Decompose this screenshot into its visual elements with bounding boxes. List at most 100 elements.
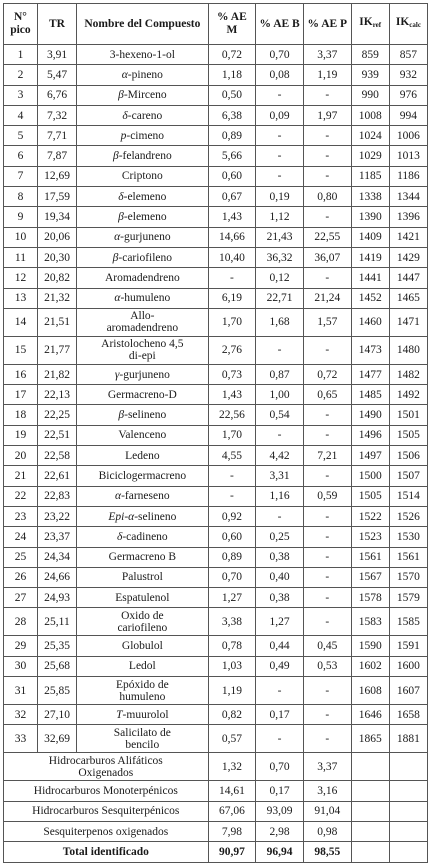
compound-name: -cimeno [126,129,165,142]
cell-b: 3,31 [255,465,304,487]
cell-b: - [255,335,304,365]
cell-m: 22,56 [207,404,257,426]
cell-peak: 30 [3,655,38,678]
cell-tr: 22,83 [36,485,78,507]
cell-tr: 25,68 [36,655,78,678]
summary-m: 67,06 [207,800,257,822]
compound-name: Globulol [121,640,163,653]
table-row: 18 22,25 β-selineno 22,56 0,54-1490 1501 [3,404,429,426]
cell-ikref: 1505 [350,485,390,507]
cell-ikref: 1490 [350,404,390,426]
cell-compound: β-felandreno [76,145,209,167]
cell-tr: 22,61 [36,465,78,487]
cell-peak: 12 [3,267,38,289]
cell-p: 36,07 [302,246,352,269]
cell-ikref: 1561 [350,546,390,568]
header-peak: N° pico [3,3,38,45]
cell-m: 5,66 [207,145,257,167]
cell-m: 1,70 [207,424,257,447]
cell-p: 1,97 [302,104,352,127]
compound-name: Germacreno B [108,551,177,564]
compound-name: -gurjuneno [120,231,171,244]
cell-m: 2,76 [207,335,257,365]
cell-ikref: 1473 [350,335,390,365]
cell-m: 10,40 [207,246,257,269]
table-row: 6 7,87 β-felandreno 5,66- -1029 1013 [3,145,429,167]
cell-ikcalc: 932 [388,64,429,86]
compound-name-line: Aristolocheno 4,5 [101,338,184,351]
cell-b: - [255,676,304,706]
cell-m: 0,67 [207,186,257,208]
cell-peak: 31 [3,676,38,706]
table-row: 21 22,61 Biciclogermacreno -3,31-1500 1507 [3,465,429,487]
cell-peak: 29 [3,635,38,657]
compound-name: Aromadendreno [104,271,180,284]
cell-p: - [302,145,352,167]
cell-b: - [255,84,304,106]
cell-tr: 21,82 [36,363,78,386]
table-row: 23 23,22 Epi-α-selineno 0,92- -1522 1526 [3,505,429,528]
table-row: 32 27,10 T-muurolol 0,82 0,17-1646 1658 [3,704,429,726]
cell-compound: T-muurolol [76,704,209,726]
cell-b: - [255,424,304,447]
compound-name: -muurolol [122,708,169,721]
compound-name: -selineno [134,510,177,523]
table-row: 27 24,93 Espatulenol 1,27 0,38-1578 1579 [3,587,429,609]
cell-compound: 3-hexeno-1-ol [76,43,209,66]
cell-b: 0,70 [255,43,304,66]
table-row: 29 25,35 Globulol 0,78 0,44 0,45 1590 1591 [3,635,429,657]
cell-ikref: 939 [350,64,390,86]
compound-prefix: Epi-α [108,510,135,523]
cell-compound: Ledol [76,655,209,678]
compound-name: Criptono [121,170,163,183]
cell-ikcalc: 1600 [388,655,429,678]
cell-peak: 16 [3,363,38,386]
cell-m: 1,27 [207,587,257,609]
compound-prefix: α [114,292,121,305]
table-row: 1 3,91 3-hexeno-1-ol 0,72 0,70 3,37 859 857 [3,43,429,66]
cell-ikcalc: 976 [388,84,429,106]
cell-ikcalc: 1396 [388,206,429,228]
cell-peak: 7 [3,165,38,188]
cell-p: 22,55 [302,226,352,248]
cell-m: - [207,465,257,487]
cell-ikref: 1485 [350,384,390,406]
cell-b: 0,38 [255,587,304,609]
cell-p: - [302,165,352,188]
table-row: 14 21,51 Allo-aromadendreno 1,70 1,68 1,57 146… [3,307,429,337]
table-row: 5 7,71 p-cimeno 0,89- -1024 1006 [3,125,429,147]
cell-p: - [302,566,352,589]
cell-compound: β-elemeno [76,206,209,228]
compound-name: -cadineno [122,530,168,543]
table-row: 16 21,82 γ-gurjuneno 0,73 0,87 0,72 1477 1482 [3,363,429,386]
cell-peak: 27 [3,587,38,609]
cell-peak: 22 [3,485,38,507]
cell-peak: 21 [3,465,38,487]
cell-compound: p-cimeno [76,125,209,147]
cell-b: 0,40 [255,566,304,589]
cell-compound: Allo-aromadendreno [76,307,209,337]
summary-p: 0,98 [302,820,352,843]
cell-tr: 22,58 [36,445,78,467]
table-row: 8 17,59 δ-elemeno 0,67 0,19 0,80 1338 1344 [3,186,429,208]
summary-m: 14,61 [207,780,257,802]
cell-ikcalc: 1006 [388,125,429,147]
cell-m: - [207,267,257,289]
cell-tr: 20,06 [36,226,78,248]
summary-label: Hidrocarburos Monoterpénicos [3,780,209,802]
cell-peak: 26 [3,566,38,589]
compound-name: Palustrol [121,571,163,584]
cell-tr: 20,82 [36,267,78,289]
cell-b: - [255,145,304,167]
cell-ikcalc: 857 [388,43,429,66]
cell-tr: 6,76 [36,84,78,106]
cell-b: 22,71 [255,287,304,309]
cell-ikcalc: 1530 [388,526,429,548]
cell-b: - [255,165,304,188]
cell-b: 0,12 [255,267,304,289]
summary-empty [350,752,390,782]
cell-p: - [302,267,352,289]
cell-b: 1,16 [255,485,304,507]
cell-p: - [302,704,352,726]
cell-tr: 7,87 [36,145,78,167]
